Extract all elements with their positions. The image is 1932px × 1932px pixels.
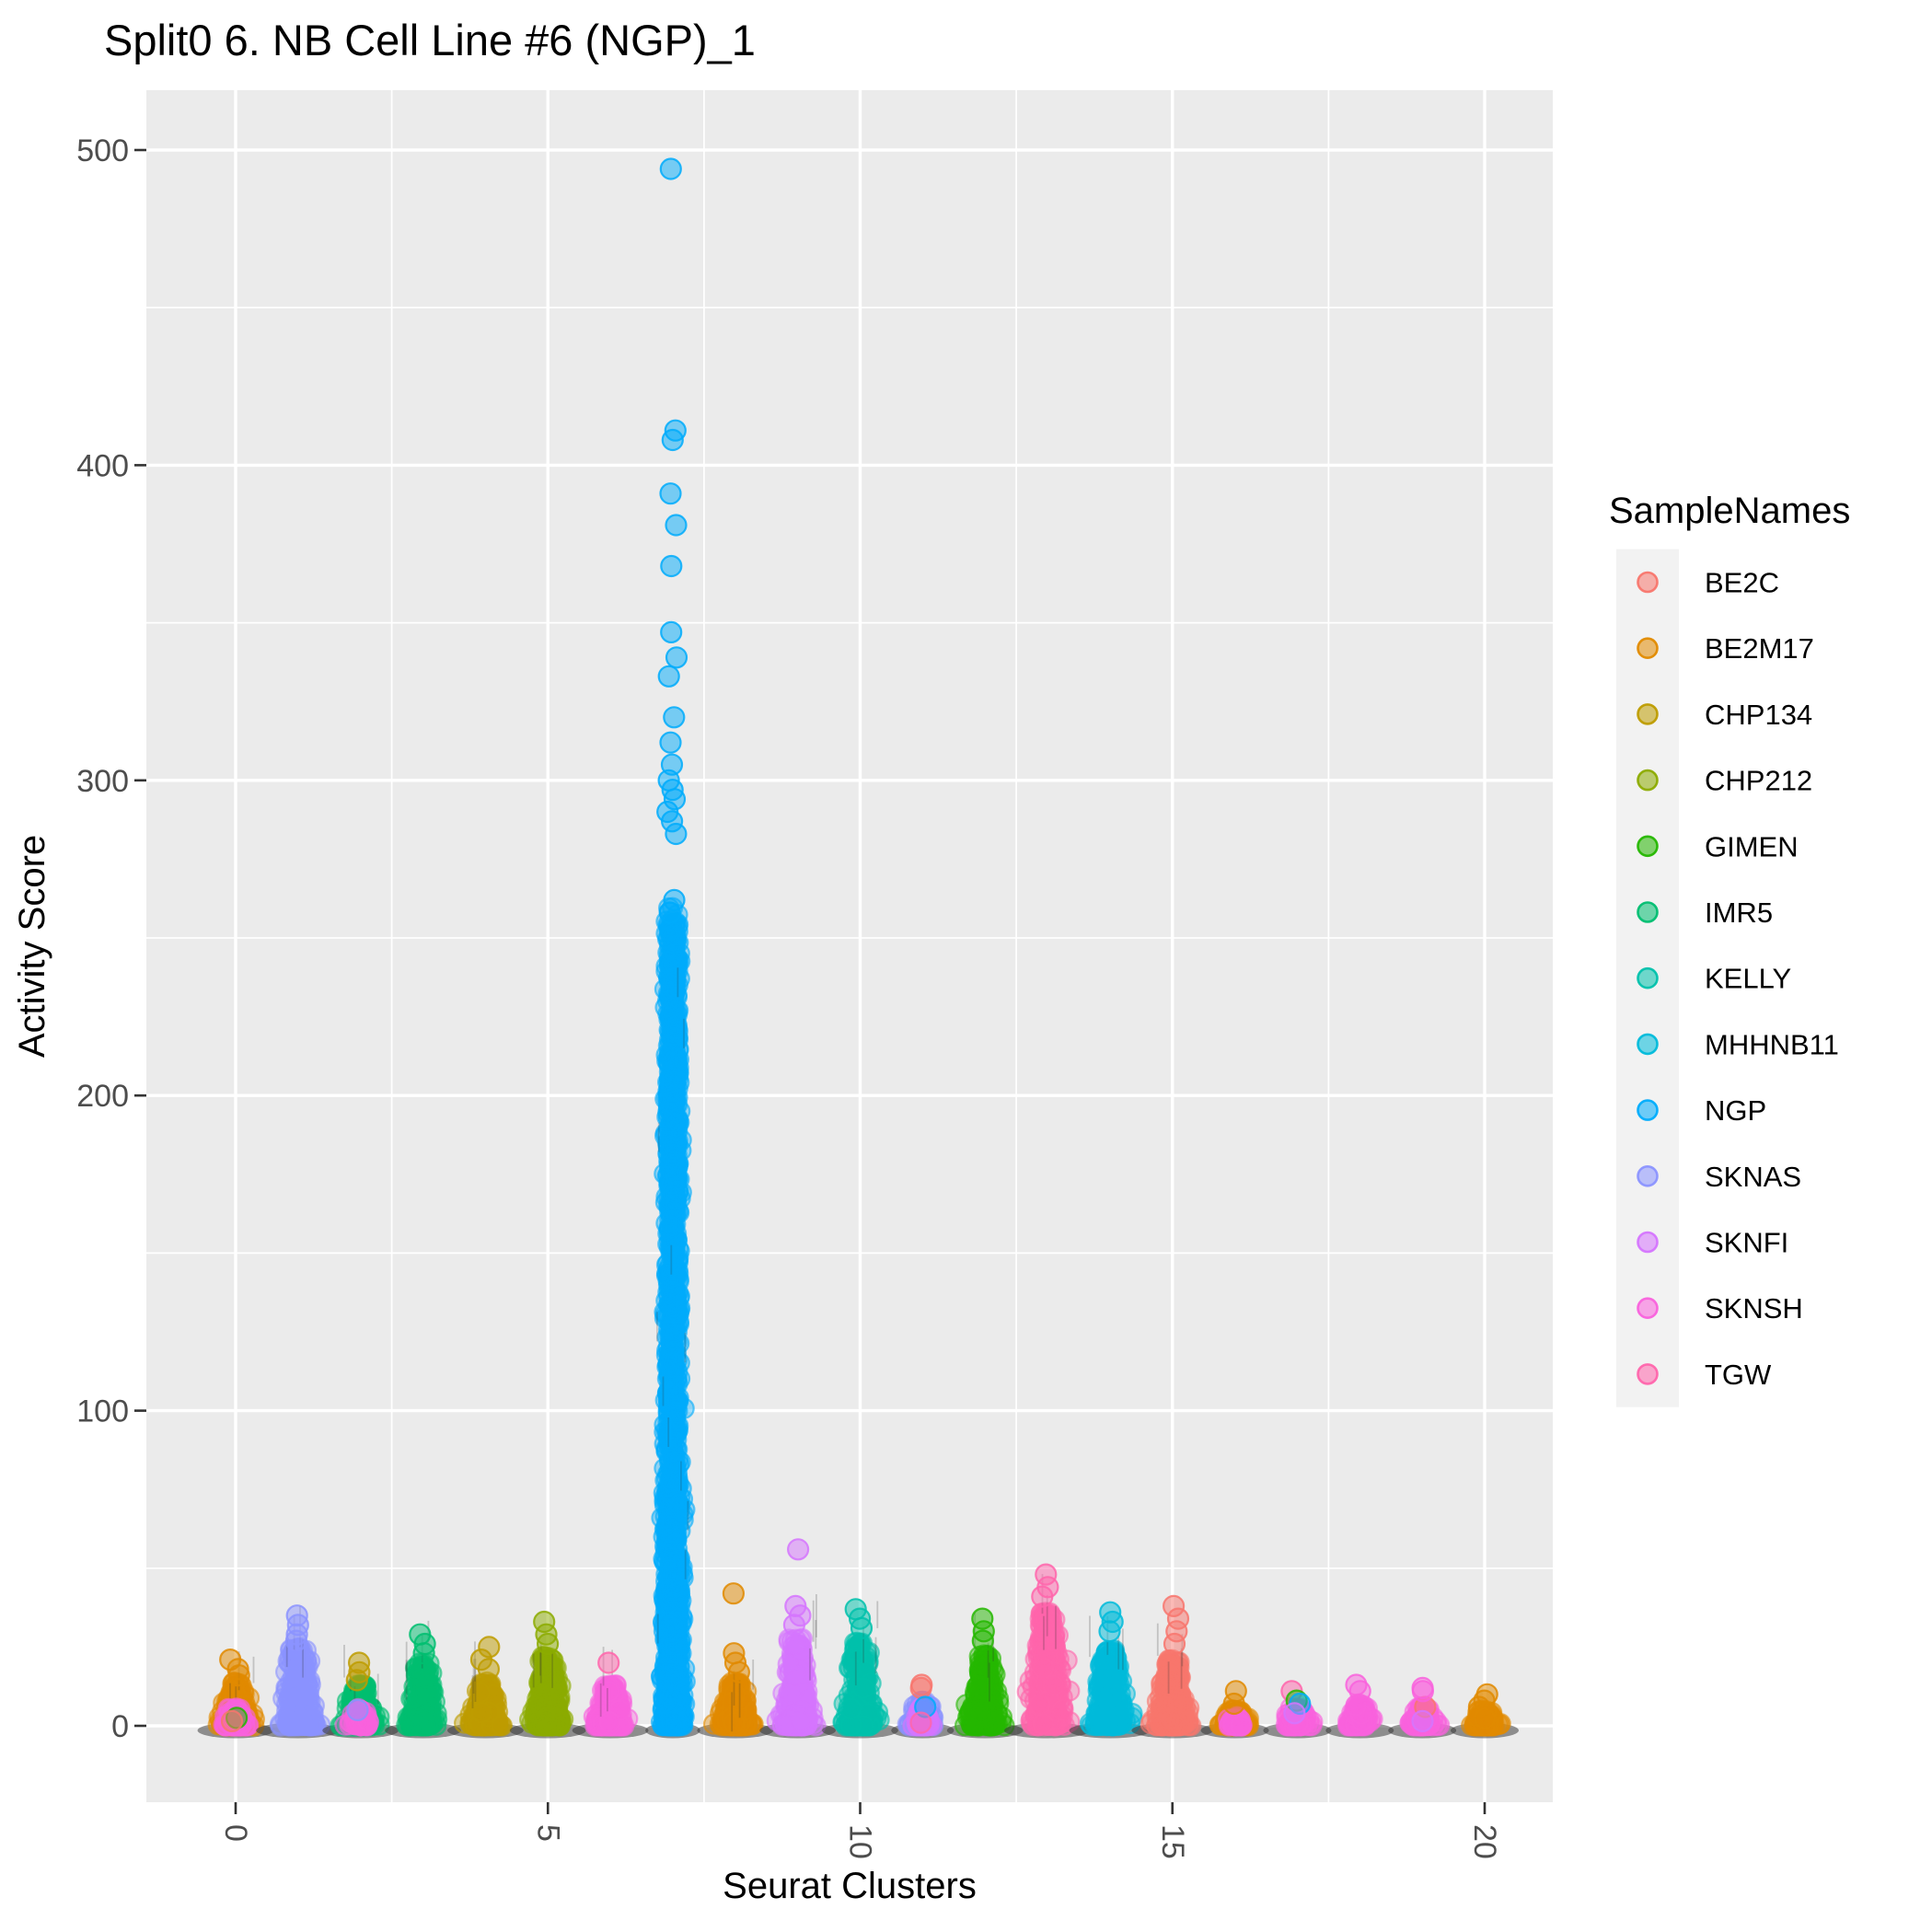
legend-label: NGP (1705, 1094, 1766, 1127)
cluster-20-points (1451, 1683, 1519, 1739)
y-axis-tick-labels: 0 100 200 300 400 500 (76, 133, 129, 1744)
y-tick-label: 400 (76, 448, 129, 483)
legend-label: IMR5 (1705, 897, 1773, 929)
legend-label: SKNAS (1705, 1161, 1801, 1193)
cluster-2-points (322, 1645, 399, 1739)
cluster-12-points (946, 1607, 1024, 1739)
legend-swatch-SKNFI (1637, 1231, 1659, 1254)
legend-label: GIMEN (1705, 830, 1799, 862)
legend-label: SKNFI (1705, 1227, 1788, 1259)
legend-swatch-BE2M17 (1637, 637, 1659, 660)
cluster-16-points (1200, 1680, 1269, 1739)
legend-title: SampleNames (1609, 491, 1850, 531)
legend-item-SKNFI: SKNFI (1637, 1227, 1788, 1259)
x-tick-label: 10 (843, 1824, 878, 1859)
legend-label: MHHNB11 (1705, 1028, 1839, 1060)
legend-item-GIMEN: GIMEN (1637, 830, 1799, 862)
y-tick-label: 0 (111, 1709, 129, 1744)
cluster-3-points (385, 1620, 461, 1739)
x-tick-label: 15 (1155, 1824, 1190, 1859)
cluster-5-points (509, 1610, 586, 1739)
legend-item-BE2C: BE2C (1637, 567, 1779, 599)
legend-swatch-MHHNB11 (1637, 1033, 1659, 1056)
cluster-14-points (1069, 1601, 1151, 1739)
panel-background (146, 90, 1553, 1802)
legend-item-CHP134: CHP134 (1637, 699, 1812, 731)
y-tick-label: 500 (76, 133, 129, 168)
y-tick-label: 300 (76, 764, 129, 799)
legend-label: KELLY (1705, 963, 1791, 995)
legend-item-TGW: TGW (1637, 1359, 1772, 1391)
cluster-7-points (645, 157, 700, 1739)
cluster-11-points (891, 1673, 954, 1739)
legend-swatch-IMR5 (1637, 901, 1659, 923)
legend-swatch-TGW (1637, 1363, 1659, 1385)
legend-item-IMR5: IMR5 (1637, 897, 1773, 929)
legend-item-NGP: NGP (1637, 1094, 1766, 1127)
x-axis-title: Seurat Clusters (723, 1866, 977, 1906)
cluster-1-points (256, 1604, 341, 1739)
cluster-8-points (697, 1582, 774, 1739)
x-tick-label: 20 (1467, 1824, 1502, 1859)
cluster-6-points (572, 1647, 649, 1739)
axis-tick-marks (134, 148, 1487, 1814)
legend-label: SKNSH (1705, 1292, 1803, 1325)
legend-item-KELLY: KELLY (1637, 963, 1791, 995)
legend-swatch-BE2C (1637, 571, 1659, 594)
legend-items: BE2C BE2M17 CHP134 CHP212 GIMEN IMR5 KELLY MHHN… (1616, 549, 1839, 1407)
legend-swatch-GIMEN (1637, 835, 1659, 858)
cluster-18-points (1325, 1673, 1394, 1739)
x-axis-tick-labels: 0 5 10 15 20 (218, 1824, 1502, 1859)
legend-item-SKNAS: SKNAS (1637, 1161, 1801, 1193)
legend-item-SKNSH: SKNSH (1637, 1292, 1803, 1325)
legend-item-CHP212: CHP212 (1637, 765, 1812, 797)
y-tick-label: 200 (76, 1079, 129, 1114)
legend-swatch-SKNSH (1637, 1297, 1659, 1319)
cluster-17-points (1263, 1680, 1332, 1739)
cluster-0-points (197, 1648, 274, 1739)
legend-label: BE2C (1705, 567, 1779, 599)
cluster-4-points (447, 1636, 524, 1739)
x-tick-label: 5 (530, 1824, 565, 1842)
legend-swatch-SKNAS (1637, 1165, 1659, 1187)
x-tick-label: 0 (218, 1824, 253, 1842)
y-tick-label: 100 (76, 1394, 129, 1429)
legend-label: TGW (1705, 1359, 1772, 1391)
legend-item-MHHNB11: MHHNB11 (1637, 1028, 1839, 1060)
cluster-10-points (822, 1598, 898, 1739)
legend-item-BE2M17: BE2M17 (1637, 632, 1814, 665)
plot-title: Split0 6. NB Cell Line #6 (NGP)_1 (104, 16, 756, 64)
legend-swatch-CHP212 (1637, 769, 1659, 792)
data-points (197, 157, 1519, 1739)
legend-swatch-NGP (1637, 1099, 1659, 1121)
cluster-9-points (759, 1538, 837, 1739)
cluster-13-points (1003, 1563, 1092, 1739)
legend-label: CHP134 (1705, 699, 1812, 731)
legend-label: BE2M17 (1705, 632, 1814, 665)
cluster-15-points (1131, 1594, 1214, 1739)
legend-swatch-CHP134 (1637, 703, 1659, 725)
y-axis-title: Activity Score (12, 835, 52, 1058)
legend-swatch-KELLY (1637, 966, 1659, 989)
legend-label: CHP212 (1705, 765, 1812, 797)
cluster-19-points (1388, 1676, 1457, 1739)
